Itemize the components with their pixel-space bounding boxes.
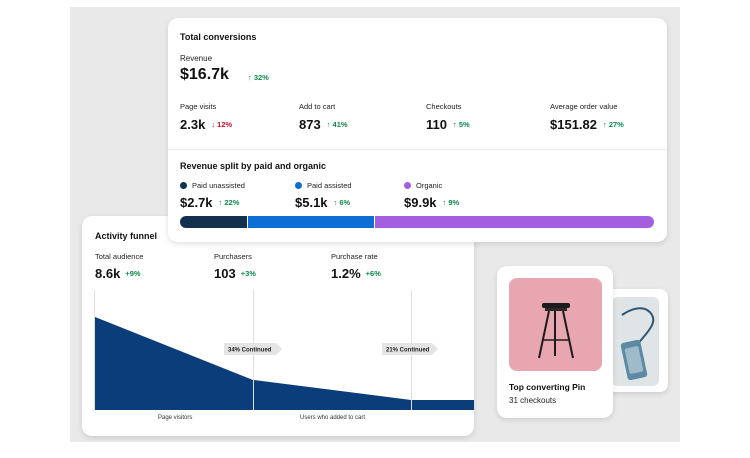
metric-delta: ↑ 5% xyxy=(452,120,470,129)
pin-image-secondary xyxy=(612,297,659,386)
funnel-chart: 34% Continued 21% Continued xyxy=(94,290,474,410)
continued-tag xyxy=(224,343,282,355)
metric-delta: +3% xyxy=(240,269,256,278)
bag-pattern xyxy=(624,346,644,374)
funnel-metric-total-audience: Total audience 8.6k +9% xyxy=(95,252,143,283)
legend-dot-icon xyxy=(295,182,302,189)
metric-value: 1.2% xyxy=(331,266,361,281)
funnel-area-step-3 xyxy=(412,400,474,410)
funnel-area-step-2 xyxy=(254,380,411,410)
segment-organic: Organic $9.9k ↑ 9% xyxy=(404,181,459,212)
metric-label: Average order value xyxy=(550,102,618,111)
metric-delta: +9% xyxy=(125,269,141,278)
funnel-metric-purchasers: Purchasers 103 +3% xyxy=(214,252,256,283)
segment-label: Organic xyxy=(416,181,443,190)
segment-label: Paid assisted xyxy=(307,181,352,190)
segment-value: $5.1k xyxy=(295,195,328,210)
legend-dot-icon xyxy=(404,182,411,189)
segment-value: $9.9k xyxy=(404,195,437,210)
metric-value: 873 xyxy=(299,117,321,132)
metric-value: 103 xyxy=(214,266,236,281)
segment-paid-assisted: Paid assisted $5.1k ↑ 6% xyxy=(295,181,352,212)
metric-value: 2.3k xyxy=(180,117,206,132)
metric-page-visits: Page visits 2.3k ↓ 12% xyxy=(180,102,232,134)
legend-dot-icon xyxy=(180,182,187,189)
metric-value: $151.82 xyxy=(550,117,597,132)
pin-subtitle: 31 checkouts xyxy=(509,396,557,405)
split-bar-paid-assisted xyxy=(248,216,374,228)
stool-image xyxy=(538,303,574,359)
divider xyxy=(168,149,667,150)
segment-value: $2.7k xyxy=(180,195,213,210)
metric-delta: ↑ 27% xyxy=(603,120,624,129)
pin-title: Top converting Pin xyxy=(509,382,586,392)
metric-label: Add to cart xyxy=(299,102,336,111)
activity-funnel-card: Activity funnel Total audience 8.6k +9% P… xyxy=(82,216,474,436)
funnel-metric-purchase-rate: Purchase rate 1.2% +6% xyxy=(331,252,381,283)
metric-label: Checkouts xyxy=(426,102,462,111)
metric-add-to-cart: Add to cart 873 ↑ 41% xyxy=(299,102,348,134)
metric-label: Purchasers xyxy=(214,252,252,261)
split-bar-organic xyxy=(375,216,654,228)
continued-label: 34% Continued xyxy=(228,348,272,354)
metric-label: Purchase rate xyxy=(331,252,378,261)
top-pin-card[interactable]: Top converting Pin 31 checkouts xyxy=(497,266,613,418)
metric-label: Total audience xyxy=(95,252,144,261)
metric-value: 8.6k xyxy=(95,266,121,281)
x-label: Page visitors xyxy=(158,415,193,421)
revenue-delta: ↑ 32% xyxy=(248,73,269,82)
metric-checkouts: Checkouts 110 ↑ 5% xyxy=(426,102,470,134)
revenue-label: Revenue xyxy=(180,54,213,63)
funnel-area-step-1 xyxy=(95,317,253,410)
total-conversions-card: Total conversions Revenue $16.7k ↑ 32% P… xyxy=(168,18,667,242)
metric-average-order-value: Average order value $151.82 ↑ 27% xyxy=(550,102,624,134)
continued-label: 21% Continued xyxy=(386,348,430,354)
metric-delta: +6% xyxy=(365,269,381,278)
continued-tag xyxy=(382,343,438,355)
segment-delta: ↑ 22% xyxy=(218,198,240,207)
x-label: Users who added to cart xyxy=(300,415,366,421)
segment-delta: ↑ 9% xyxy=(442,198,460,207)
metric-delta: ↓ 12% xyxy=(211,120,233,129)
pin-image xyxy=(509,278,602,371)
metric-value: 110 xyxy=(426,117,447,132)
segment-paid-unassisted: Paid unassisted $2.7k ↑ 22% xyxy=(180,181,245,212)
metric-delta: ↑ 41% xyxy=(326,120,348,129)
revenue-value: $16.7k xyxy=(180,66,229,83)
metric-label: Page visits xyxy=(180,102,217,111)
split-title: Revenue split by paid and organic xyxy=(180,161,327,171)
split-bar-paid-unassisted xyxy=(180,216,247,228)
card-title: Activity funnel xyxy=(95,231,158,241)
segment-label: Paid unassisted xyxy=(192,181,245,190)
card-title: Total conversions xyxy=(180,32,257,42)
segment-delta: ↑ 6% xyxy=(333,198,351,207)
